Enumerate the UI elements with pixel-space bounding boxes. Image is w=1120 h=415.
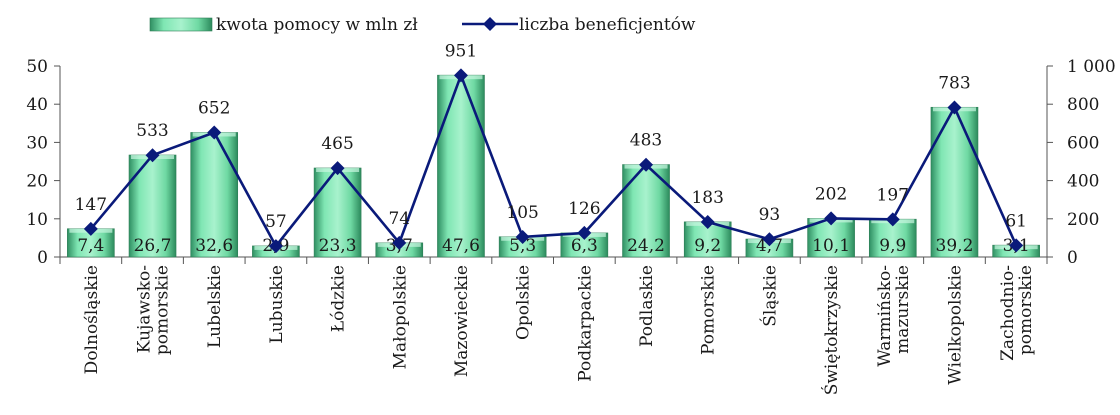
line-value-label: 183: [691, 188, 723, 208]
category-label: Łódzkie: [329, 265, 349, 332]
bar-value-label: 6,3: [571, 236, 598, 256]
category-label: Pomorskie: [699, 265, 719, 355]
left-tick-label: 0: [37, 248, 48, 268]
line-value-label: 483: [630, 131, 662, 151]
bar-value-label: 26,7: [134, 236, 172, 256]
line-marker: [330, 161, 345, 176]
line-marker: [639, 157, 654, 172]
line-series: [83, 68, 1024, 254]
left-tick-label: 20: [26, 172, 48, 192]
left-tick-label: 10: [26, 210, 48, 230]
bar-value-label: 10,1: [812, 236, 850, 256]
line-marker: [700, 215, 715, 230]
left-tick-label: 30: [26, 133, 48, 153]
line-value-label: 783: [938, 73, 970, 93]
bar-value-label: 24,2: [627, 236, 665, 256]
category-label: Lubuskie: [267, 265, 287, 344]
line-marker: [515, 229, 530, 244]
legend-line-label: liczba beneficjentów: [519, 15, 696, 35]
bar-value-label: 9,9: [879, 236, 906, 256]
line-value-label: 533: [136, 121, 168, 141]
right-tick-label: 600: [1067, 133, 1099, 153]
category-label: Dolnośląskie: [82, 265, 102, 374]
category-label: Podlaskie: [637, 265, 657, 347]
bar-value-label: 5,3: [509, 236, 536, 256]
bar-value-label: 9,2: [694, 236, 721, 256]
category-label: Wielkopolskie: [945, 265, 965, 385]
category-label: Podkarpackie: [575, 265, 595, 382]
category-label: Opolskie: [514, 265, 534, 340]
line-marker: [145, 148, 160, 163]
line-value-label: 147: [75, 195, 107, 215]
line-marker: [824, 211, 839, 226]
line-marker: [207, 125, 222, 140]
bar: [930, 106, 979, 258]
line-value-label: 951: [445, 41, 477, 61]
right-tick-label: 400: [1067, 172, 1099, 192]
line-marker: [392, 235, 407, 250]
line-value-label: 105: [506, 203, 538, 223]
bar: [190, 132, 239, 258]
category-labels: Dolnośląskie Kujawsko-pomorskie Lubelskie L…: [82, 265, 1036, 395]
left-tick-label: 50: [26, 57, 48, 77]
line-marker: [947, 100, 962, 115]
category-label: Lubelskie: [205, 265, 225, 348]
legend: kwota pomocy w mln zł liczba beneficjentó…: [149, 15, 696, 35]
left-tick-label: 40: [26, 95, 48, 115]
line-value-labels: 147 533 652 57 465 74 951 105 126 483 183 93 202 197 7…: [75, 41, 1027, 232]
line-marker: [577, 225, 592, 240]
axes: 0 10 20 30 40 50 0 200 400 600 800 1 000: [26, 57, 1115, 268]
line-marker: [1009, 238, 1024, 253]
category-label: Śląskie: [759, 265, 780, 327]
line-value-label: 202: [815, 184, 847, 204]
line-marker: [268, 239, 283, 254]
line-value-label: 197: [877, 185, 909, 205]
bar-value-label: 47,6: [442, 236, 480, 256]
bar-value-labels: 7,426,732,62,923,33,747,65,36,324,29,24,…: [77, 236, 1029, 256]
category-label: Zachodnio-pomorskie: [998, 265, 1036, 361]
line-value-label: 61: [1005, 211, 1027, 231]
right-tick-label: 1 000: [1067, 57, 1116, 77]
line-marker: [83, 221, 98, 236]
legend-line-marker: [483, 17, 497, 31]
line-value-label: 57: [265, 212, 287, 232]
line-value-label: 126: [568, 199, 600, 219]
bar: [437, 74, 485, 258]
right-tick-label: 200: [1067, 210, 1099, 230]
line-path: [89, 71, 1018, 249]
line-marker: [885, 212, 900, 227]
line-value-label: 465: [321, 134, 353, 154]
line-value-label: 652: [198, 98, 230, 118]
legend-bar-swatch: [149, 17, 213, 32]
line-marker: [762, 232, 777, 247]
right-tick-label: 800: [1067, 95, 1099, 115]
category-label: Małopolskie: [390, 265, 410, 369]
bar-value-label: 23,3: [319, 236, 357, 256]
category-label: Warmińsko-mazurskie: [875, 265, 913, 367]
category-label: Mazowieckie: [452, 265, 472, 377]
legend-bar-label: kwota pomocy w mln zł: [216, 15, 418, 35]
category-label: Kujawsko-pomorskie: [135, 265, 173, 355]
bar-value-label: 7,4: [77, 236, 104, 256]
right-tick-label: 0: [1067, 248, 1078, 268]
category-label: Świętokrzyskie: [821, 265, 842, 395]
line-value-label: 74: [388, 209, 410, 229]
bar-value-label: 32,6: [195, 236, 233, 256]
line-value-label: 93: [759, 205, 781, 225]
line-marker: [453, 68, 468, 83]
bar-value-label: 39,2: [936, 236, 974, 256]
